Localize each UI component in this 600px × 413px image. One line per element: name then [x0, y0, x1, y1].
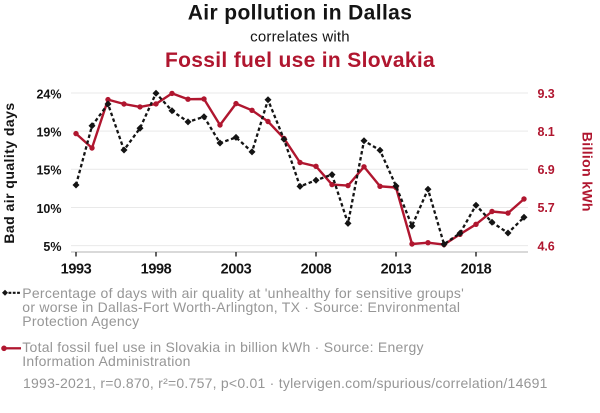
svg-text:24%: 24%	[36, 87, 61, 101]
svg-text:or worse in Dallas-Fort Worth-: or worse in Dallas-Fort Worth-Arlington,…	[22, 299, 460, 315]
svg-text:Information Administration: Information Administration	[22, 353, 190, 369]
svg-text:10%: 10%	[36, 202, 61, 216]
svg-text:Percentage of days with air qu: Percentage of days with air quality at '…	[22, 285, 464, 301]
svg-text:Fossil fuel use in Slovakia: Fossil fuel use in Slovakia	[165, 49, 435, 72]
svg-text:8.1: 8.1	[538, 125, 555, 139]
svg-text:Billion kWh: Billion kWh	[579, 132, 595, 212]
svg-text:2008: 2008	[301, 261, 332, 277]
svg-text:Protection Agency: Protection Agency	[22, 313, 139, 329]
svg-text:Total fossil fuel use in Slova: Total fossil fuel use in Slovakia in bil…	[22, 339, 423, 355]
svg-text:15%: 15%	[36, 164, 61, 178]
svg-text:1998: 1998	[141, 261, 172, 277]
svg-text:1993-2021, r=0.870, r²=0.757,: 1993-2021, r=0.870, r²=0.757, p<0.01 · t…	[23, 375, 548, 391]
svg-text:9.3: 9.3	[538, 87, 555, 101]
svg-text:2013: 2013	[381, 261, 412, 277]
svg-text:5.7: 5.7	[538, 201, 555, 215]
svg-text:Air pollution in Dallas: Air pollution in Dallas	[188, 2, 413, 25]
svg-text:correlates with: correlates with	[250, 28, 350, 45]
svg-text:2018: 2018	[461, 261, 492, 277]
svg-text:5%: 5%	[43, 240, 61, 254]
svg-text:4.6: 4.6	[538, 239, 555, 253]
svg-text:6.9: 6.9	[538, 163, 555, 177]
svg-text:Bad air quality days: Bad air quality days	[1, 102, 17, 243]
svg-text:19%: 19%	[36, 125, 61, 139]
svg-text:2003: 2003	[221, 261, 252, 277]
svg-text:1993: 1993	[61, 261, 92, 277]
